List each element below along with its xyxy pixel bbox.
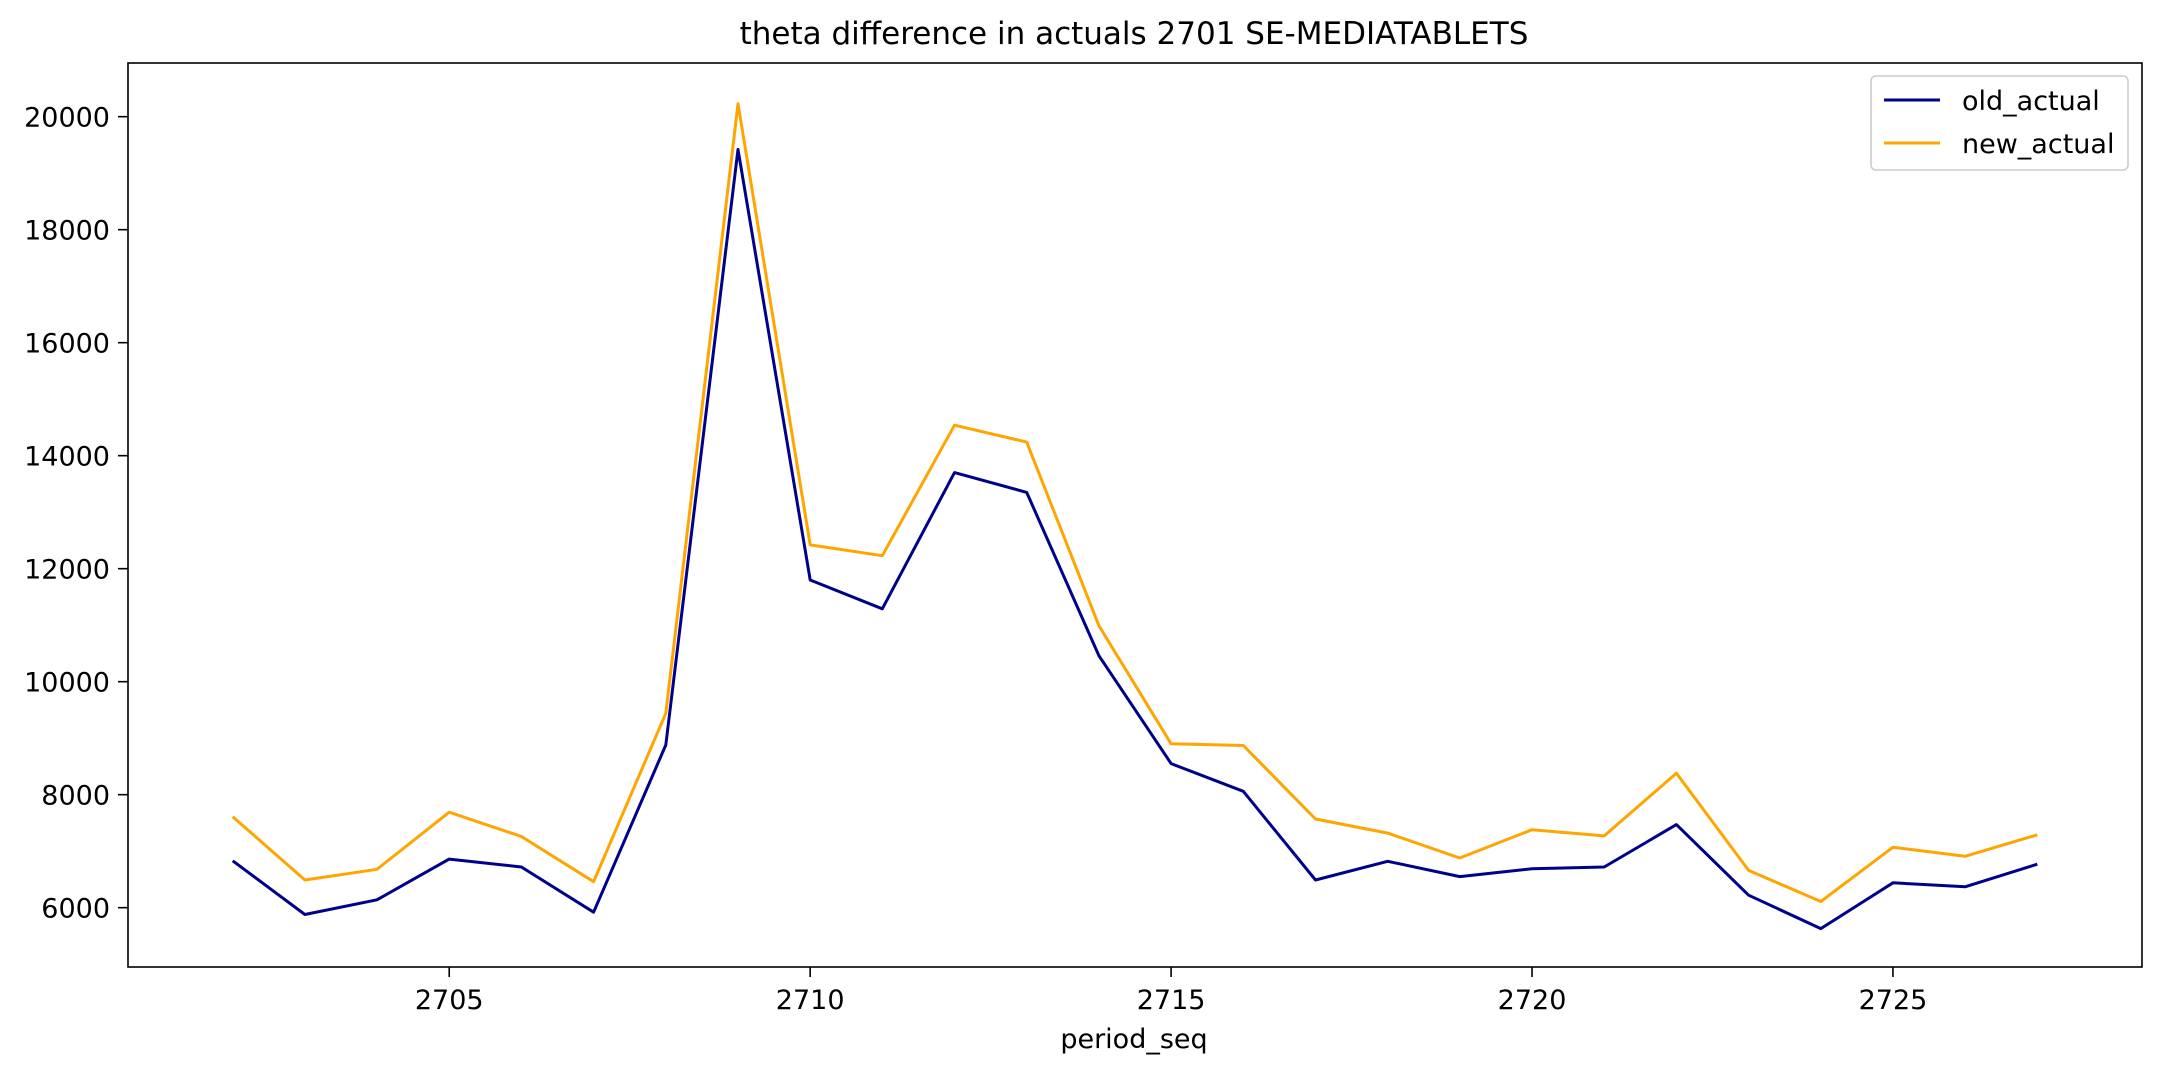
x-tick-label: 2725 <box>1859 985 1928 1016</box>
legend-label-new_actual: new_actual <box>1962 129 2114 160</box>
series-line-new_actual <box>231 102 2038 903</box>
plot-area <box>127 62 2143 968</box>
x-tick-label: 2720 <box>1498 985 1567 1016</box>
y-tick-label: 14000 <box>24 442 110 473</box>
y-tick-label: 10000 <box>24 668 110 699</box>
y-tick-label: 18000 <box>24 216 110 247</box>
series-line-old_actual <box>231 147 2038 931</box>
y-tick-label: 6000 <box>41 894 110 925</box>
y-tick-label: 8000 <box>41 781 110 812</box>
legend-label-old_actual: old_actual <box>1962 86 2100 117</box>
y-tick-label: 20000 <box>24 103 110 134</box>
x-tick-label: 2705 <box>415 985 484 1016</box>
chart-title: theta difference in actuals 2701 SE-MEDI… <box>740 16 1529 52</box>
y-tick-label: 16000 <box>24 329 110 360</box>
plot-frame <box>127 62 2143 968</box>
legend: old_actual new_actual <box>1870 75 2129 171</box>
x-axis: 2705 2710 2715 2720 2725 <box>415 967 1927 1016</box>
y-tick-label: 12000 <box>24 555 110 586</box>
series-lines <box>231 102 2038 931</box>
x-tick-label: 2715 <box>1137 985 1206 1016</box>
x-axis-label: period_seq <box>1060 1024 1207 1055</box>
x-tick-label: 2710 <box>776 985 845 1016</box>
y-axis: 6000 8000 10000 12000 14000 16000 18000 20000 <box>24 103 128 925</box>
